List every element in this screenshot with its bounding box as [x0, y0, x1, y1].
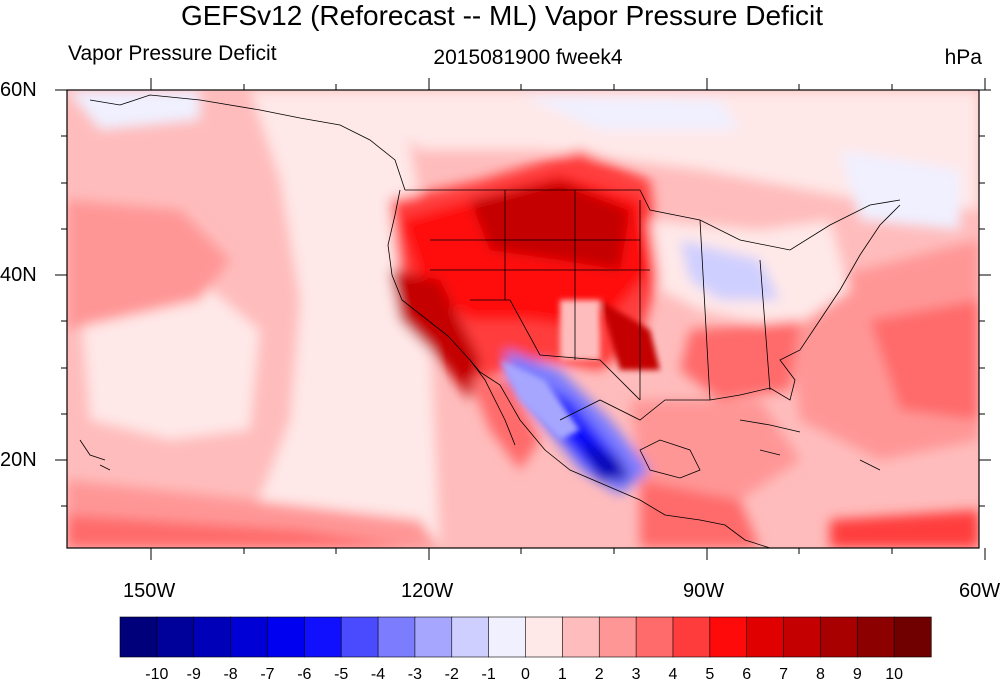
lat-label-40n: 40N: [0, 264, 37, 286]
colorbar-label: -1: [482, 666, 496, 683]
colorbar-swatch: [230, 616, 269, 658]
colorbar-swatch: [304, 616, 342, 658]
map-frame: [66, 89, 980, 549]
colorbar-swatch: [783, 616, 822, 658]
colorbar-swatch: [856, 616, 895, 658]
colorbar-swatch: [193, 616, 232, 658]
colorbar-label: -9: [187, 666, 201, 683]
colorbar-swatch: [746, 616, 785, 658]
colorbar-swatch: [635, 616, 674, 658]
colorbar-label: 2: [595, 666, 604, 683]
colorbar-label: -5: [334, 666, 348, 683]
main-title: GEFSv12 (Reforecast -- ML) Vapor Pressur…: [180, 0, 824, 31]
colorbar-labels: -10 -9 -8 -7 -6 -5 -4 -3 -2 -1 0 1 2 3 4 5 6 7 8 9 10: [145, 666, 903, 683]
colorbar-label: 4: [668, 666, 677, 683]
colorbar-label: -10: [145, 666, 168, 683]
colorbar-label: 0: [521, 666, 530, 683]
colorbar-label: 9: [853, 666, 862, 683]
lat-label-60n: 60N: [0, 79, 37, 101]
colorbar-swatch: [525, 616, 563, 658]
colorbar-label: 1: [558, 666, 567, 683]
lat-label-20n: 20N: [0, 449, 37, 471]
coastline-borders: [79, 94, 901, 548]
colorbar-label: 6: [742, 666, 751, 683]
lon-label-150w: 150W: [123, 580, 176, 602]
colorbar-label: -4: [371, 666, 385, 683]
lon-label-60w: 60W: [959, 580, 1001, 602]
colorbar: [119, 616, 932, 658]
map-ticks: [55, 78, 991, 560]
vpd-field: [67, 90, 979, 548]
variable-label: Vapor Pressure Deficit: [68, 42, 277, 65]
colorbar-swatch: [672, 616, 711, 658]
colorbar-label: -6: [297, 666, 311, 683]
colorbar-label: 8: [816, 666, 825, 683]
colorbar-swatch: [562, 616, 600, 658]
date-label: 2015081900 fweek4: [433, 46, 623, 69]
colorbar-swatch: [156, 616, 195, 658]
colorbar-label: -2: [445, 666, 459, 683]
colorbar-label: -7: [260, 666, 274, 683]
colorbar-swatch: [451, 616, 490, 658]
colorbar-swatch: [820, 616, 858, 658]
colorbar-label: 10: [885, 666, 903, 683]
units-label: hPa: [944, 46, 982, 69]
colorbar-swatch: [709, 616, 748, 658]
colorbar-swatch: [119, 616, 158, 658]
lon-label-90w: 90W: [683, 580, 725, 602]
colorbar-swatch: [598, 616, 637, 658]
colorbar-swatch: [414, 616, 453, 658]
colorbar-label: 7: [779, 666, 788, 683]
colorbar-label: -3: [408, 666, 422, 683]
colorbar-label: 5: [705, 666, 714, 683]
colorbar-label: 3: [632, 666, 641, 683]
lon-label-120w: 120W: [401, 580, 454, 602]
colorbar-swatch: [377, 616, 416, 658]
colorbar-label: -8: [223, 666, 237, 683]
colorbar-swatch: [340, 616, 379, 658]
colorbar-swatch: [893, 616, 932, 658]
colorbar-swatch: [267, 616, 305, 658]
colorbar-swatch: [488, 616, 527, 658]
